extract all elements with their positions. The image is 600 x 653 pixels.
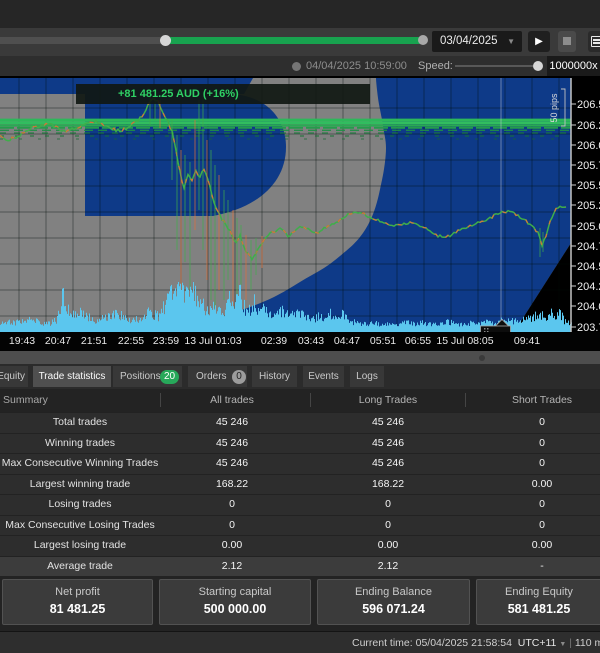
svg-text:205.00: 205.00 <box>577 221 600 233</box>
svg-text:50 pips: 50 pips <box>549 93 559 123</box>
svg-text:204.75: 204.75 <box>577 241 600 253</box>
svg-text:206.00: 206.00 <box>577 140 600 152</box>
svg-text:203.75: 203.75 <box>577 322 600 332</box>
svg-text:204.50: 204.50 <box>577 261 600 273</box>
svg-text:205.50: 205.50 <box>577 180 600 192</box>
svg-text:204.25: 204.25 <box>577 281 600 293</box>
svg-text:204.00: 204.00 <box>577 301 600 313</box>
svg-text:206.50: 206.50 <box>577 99 600 111</box>
svg-text:205.75: 205.75 <box>577 160 600 172</box>
svg-text:205.25: 205.25 <box>577 200 600 212</box>
svg-text:206.25: 206.25 <box>577 120 600 132</box>
